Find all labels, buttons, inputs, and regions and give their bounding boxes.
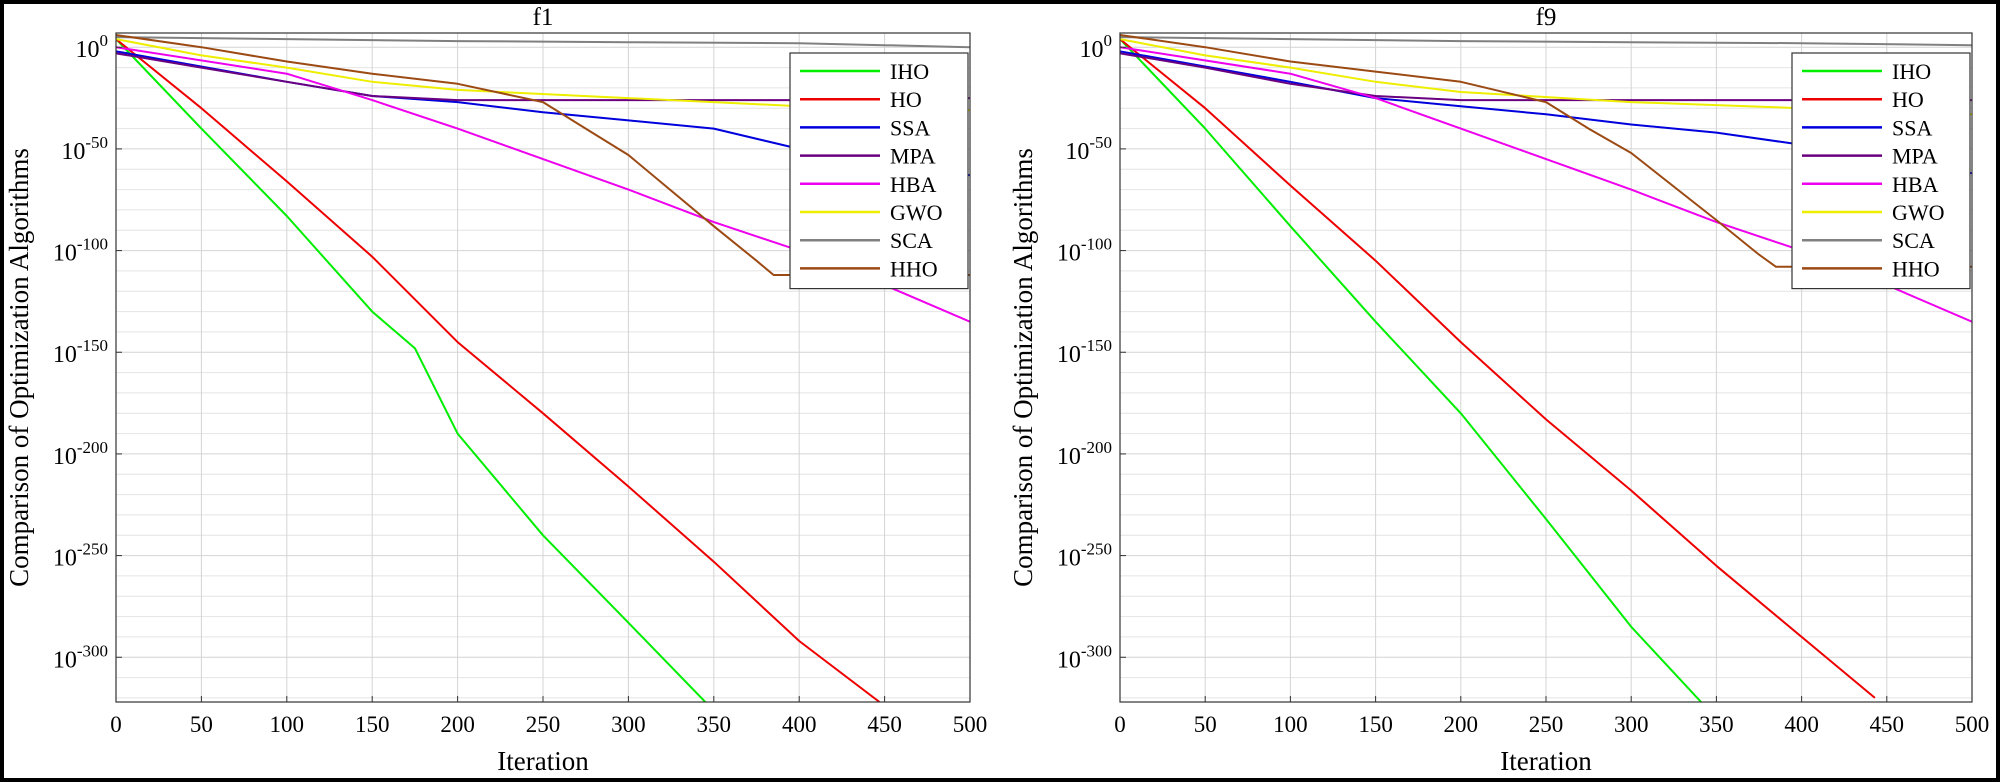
x-tick-label: 350 bbox=[1699, 712, 1734, 737]
x-tick-label: 150 bbox=[355, 712, 390, 737]
x-axis-label: Iteration bbox=[497, 746, 589, 776]
legend-label-HO: HO bbox=[1892, 87, 1924, 112]
chart-title: f1 bbox=[533, 4, 554, 31]
legend-label-HHO: HHO bbox=[1892, 256, 1940, 281]
x-tick-label: 500 bbox=[1955, 712, 1990, 737]
legend-box bbox=[789, 52, 969, 290]
x-tick-label: 100 bbox=[1273, 712, 1308, 737]
series-line-HHO bbox=[1120, 34, 1972, 268]
y-tick-label: 10-50 bbox=[61, 133, 108, 165]
legend-label-HO: HO bbox=[890, 87, 922, 112]
legend-label-IHO: IHO bbox=[890, 59, 929, 84]
x-tick-label: 250 bbox=[526, 712, 561, 737]
legend-label-SCA: SCA bbox=[890, 228, 933, 253]
x-tick-label: 0 bbox=[110, 712, 122, 737]
legend-box bbox=[1791, 52, 1971, 290]
x-axis-label: Iteration bbox=[1500, 746, 1592, 776]
legend: IHO HO SSA MPA HBA GWO SCA HHO bbox=[789, 52, 969, 290]
x-tick-label: 50 bbox=[190, 712, 213, 737]
y-tick-label: 100 bbox=[1080, 31, 1113, 63]
x-tick-label: 0 bbox=[1114, 712, 1126, 737]
x-tick-label: 300 bbox=[1614, 712, 1649, 737]
legend-label-HHO: HHO bbox=[890, 256, 938, 281]
legend-label-GWO: GWO bbox=[890, 200, 943, 225]
series-line-HO bbox=[116, 38, 881, 702]
y-tick-label: 10-250 bbox=[53, 540, 108, 572]
x-tick-label: 400 bbox=[782, 712, 817, 737]
series-line-HHO bbox=[116, 34, 970, 276]
x-tick-label: 450 bbox=[1870, 712, 1905, 737]
legend-label-HBA: HBA bbox=[890, 172, 937, 197]
chart-title: f9 bbox=[1536, 4, 1557, 31]
y-tick-label: 100 bbox=[76, 31, 109, 63]
legend-label-SSA: SSA bbox=[1892, 115, 1932, 140]
series-lines bbox=[116, 34, 970, 702]
series-line-SCA bbox=[116, 36, 970, 49]
series-line-GWO bbox=[1120, 38, 1972, 116]
legend-label-HBA: HBA bbox=[1892, 172, 1939, 197]
x-tick-label: 250 bbox=[1529, 712, 1564, 737]
legend-label-GWO: GWO bbox=[1892, 200, 1945, 225]
legend-label-SCA: SCA bbox=[1892, 228, 1935, 253]
y-axis-label: Comparison of Optimization Algorithms bbox=[1008, 148, 1038, 587]
legend-label-MPA: MPA bbox=[1892, 144, 1938, 169]
x-tick-label: 150 bbox=[1358, 712, 1393, 737]
y-axis-label: Comparison of Optimization Algorithms bbox=[4, 148, 34, 587]
y-tick-label: 10-50 bbox=[1065, 133, 1112, 165]
series-line-GWO bbox=[116, 38, 970, 112]
y-tick-label: 10-100 bbox=[1057, 235, 1112, 267]
x-tick-label: 200 bbox=[1444, 712, 1479, 737]
chart-panel-f1: 0 50 100 150 200 250 300 350 400 450 500 100 10-50 10… bbox=[4, 4, 1000, 778]
legend-label-IHO: IHO bbox=[1892, 59, 1931, 84]
x-tick-label: 500 bbox=[953, 712, 988, 737]
y-tick-label: 10-150 bbox=[53, 336, 108, 368]
series-line-SCA bbox=[1120, 36, 1972, 47]
series-line-IHO bbox=[116, 38, 707, 702]
legend-label-MPA: MPA bbox=[890, 144, 936, 169]
series-line-MPA bbox=[1120, 52, 1972, 102]
x-tick-label: 300 bbox=[611, 712, 646, 737]
x-tick-label: 350 bbox=[697, 712, 732, 737]
y-tick-label: 10-250 bbox=[1057, 540, 1112, 572]
series-line-IHO bbox=[1120, 38, 1702, 702]
series-line-MPA bbox=[116, 52, 970, 102]
x-tick-label: 100 bbox=[270, 712, 305, 737]
legend: IHO HO SSA MPA HBA GWO SCA HHO bbox=[1791, 52, 1971, 290]
y-tick-label: 10-200 bbox=[1057, 438, 1112, 470]
x-tick-label: 50 bbox=[1194, 712, 1217, 737]
x-tick-label: 200 bbox=[440, 712, 475, 737]
x-tick-label: 400 bbox=[1784, 712, 1819, 737]
series-line-HO bbox=[1120, 38, 1876, 699]
x-tick-label: 450 bbox=[867, 712, 902, 737]
chart-panel-f9: 0 50 100 150 200 250 300 350 400 450 500 100 10-50 10… bbox=[1000, 4, 1996, 778]
y-tick-label: 10-100 bbox=[53, 235, 108, 267]
legend-label-SSA: SSA bbox=[890, 115, 930, 140]
y-tick-label: 10-200 bbox=[53, 438, 108, 470]
y-tick-label: 10-150 bbox=[1057, 336, 1112, 368]
y-tick-label: 10-300 bbox=[1057, 641, 1112, 673]
y-tick-label: 10-300 bbox=[53, 641, 108, 673]
